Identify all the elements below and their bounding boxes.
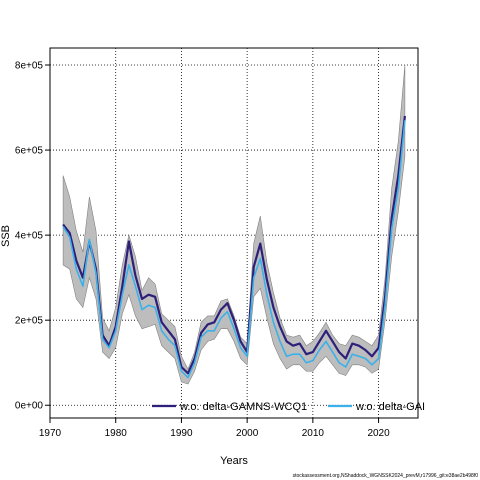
x-axis-title: Years bbox=[220, 455, 248, 467]
series-line-2 bbox=[62, 120, 406, 379]
x-tick-label: 1970 bbox=[39, 428, 62, 439]
legend: w.o. delta-GAMNS-WCQ1 w.o. delta-GAI bbox=[152, 401, 425, 413]
x-tick-label: 1980 bbox=[105, 428, 128, 439]
x-tick-label: 1990 bbox=[170, 428, 193, 439]
y-tick-label: 8e+05 bbox=[15, 61, 44, 72]
y-tick-label: 0e+00 bbox=[15, 401, 44, 412]
y-axis-title: SSB bbox=[0, 225, 12, 247]
x-tick-label: 2010 bbox=[302, 428, 325, 439]
x-tick-label: 2000 bbox=[236, 428, 259, 439]
x-tick-label: 2020 bbox=[367, 428, 390, 439]
y-axis: 0e+00 2e+05 4e+05 6e+05 8e+05 bbox=[15, 61, 50, 412]
y-tick-label: 2e+05 bbox=[15, 316, 44, 327]
x-axis: 1970 1980 1990 2000 2010 2020 bbox=[39, 418, 390, 439]
legend-label-1: w.o. delta-GAMNS-WCQ1 bbox=[179, 401, 307, 413]
source-footnote: stockassessment.org,NShaddock_WGNSSK2024… bbox=[293, 473, 479, 479]
legend-label-2: w.o. delta-GAI bbox=[355, 401, 425, 413]
plot-frame bbox=[49, 47, 419, 419]
confidence-band bbox=[62, 64, 406, 385]
y-tick-label: 4e+05 bbox=[15, 231, 44, 242]
series-line-1 bbox=[62, 115, 406, 375]
y-tick-label: 6e+05 bbox=[15, 146, 44, 157]
series-lines-layer bbox=[62, 115, 406, 379]
confidence-band-layer bbox=[62, 64, 406, 385]
